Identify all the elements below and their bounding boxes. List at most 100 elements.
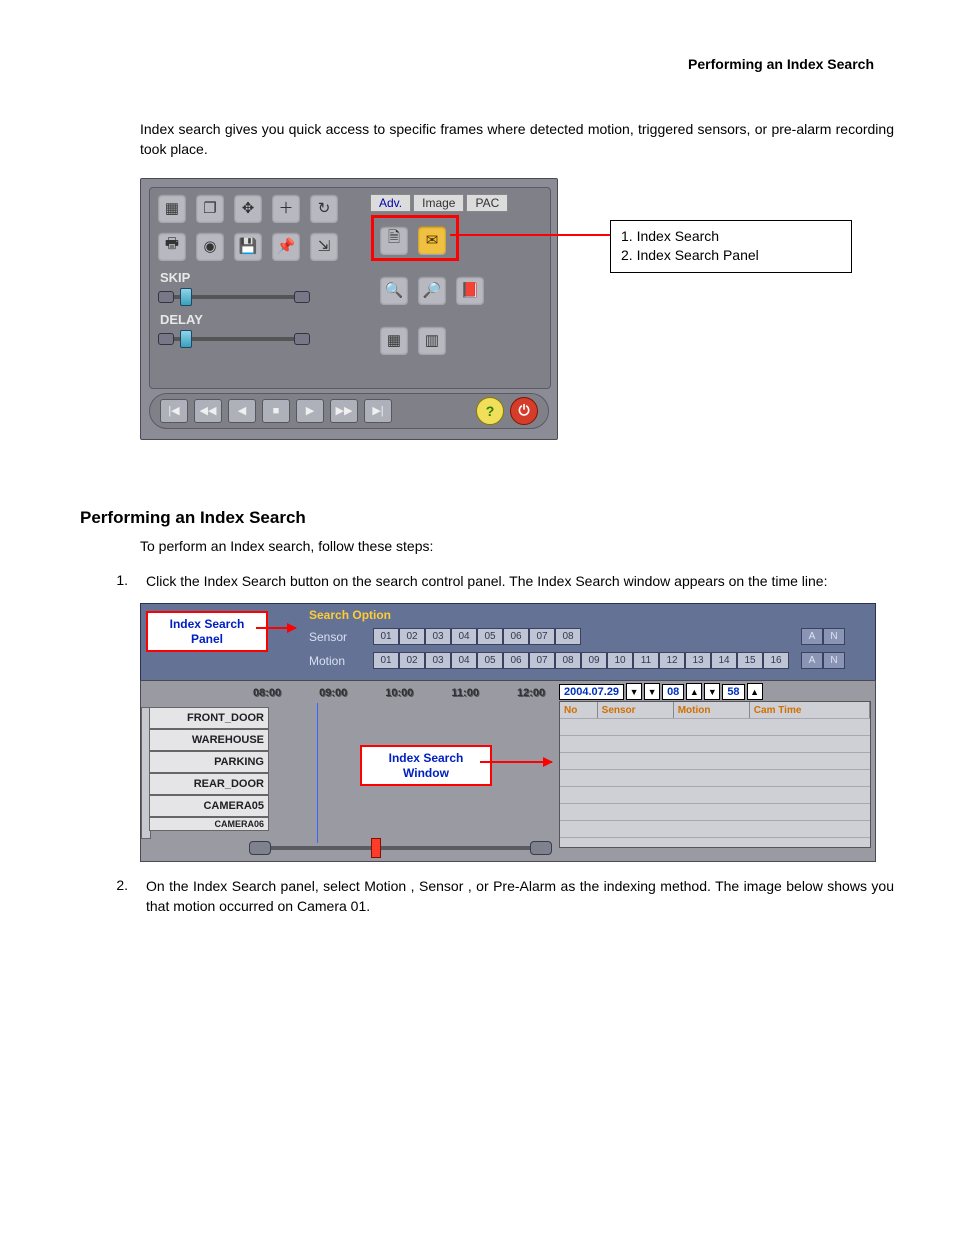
camera-row[interactable]: REAR_DOOR xyxy=(149,773,269,795)
channel-04[interactable]: 04 xyxy=(451,628,477,645)
mode-A[interactable]: A xyxy=(801,652,823,669)
channel-04[interactable]: 04 xyxy=(451,652,477,669)
result-col-cam-time: Cam Time xyxy=(750,702,870,718)
channel-13[interactable]: 13 xyxy=(685,652,711,669)
step-1-num: 1. xyxy=(110,572,128,592)
channel-08[interactable]: 08 xyxy=(555,628,581,645)
skip-slider[interactable] xyxy=(164,292,304,302)
channel-02[interactable]: 02 xyxy=(399,652,425,669)
inner-panel: Adv. Image PAC ▦❐✥＋↻ 🖶◉💾📌⇲ 🗎✉ 🔍🔎📕 ▦▥ SKI… xyxy=(149,187,551,389)
result-row xyxy=(560,803,870,820)
intro-text: Index search gives you quick access to s… xyxy=(80,119,894,160)
power-button[interactable]: ⏻ xyxy=(510,397,538,425)
book-icon[interactable]: 📕 xyxy=(456,276,484,304)
channel-15[interactable]: 15 xyxy=(737,652,763,669)
channel-11[interactable]: 11 xyxy=(633,652,659,669)
date-control[interactable]: 2004.07.29 ▼ ▼ 08 ▲ ▼ 58 ▲ xyxy=(559,683,763,700)
figure-1: Adv. Image PAC ▦❐✥＋↻ 🖶◉💾📌⇲ 🗎✉ 🔍🔎📕 ▦▥ SKI… xyxy=(140,178,894,448)
result-col-no: No xyxy=(560,702,598,718)
grid-icon[interactable]: ▦ xyxy=(158,194,186,222)
calrange-icon[interactable]: ▥ xyxy=(418,326,446,354)
result-panel: NoSensorMotionCam Time xyxy=(559,701,871,848)
zoomout-icon[interactable]: 🔎 xyxy=(418,276,446,304)
date-down-icon[interactable]: ▼ xyxy=(626,683,642,700)
result-header: NoSensorMotionCam Time xyxy=(560,702,870,718)
plus-icon[interactable]: ＋ xyxy=(272,194,300,222)
channel-10[interactable]: 10 xyxy=(607,652,633,669)
time-label: 10:00 xyxy=(385,687,413,703)
pin-icon[interactable]: 📌 xyxy=(272,232,300,260)
playback-last[interactable]: ▶| xyxy=(364,399,392,423)
camera-row[interactable]: PARKING xyxy=(149,751,269,773)
channel-06[interactable]: 06 xyxy=(503,652,529,669)
zoomin-icon[interactable]: 🔍 xyxy=(380,276,408,304)
channel-03[interactable]: 03 xyxy=(425,628,451,645)
min-down-icon[interactable]: ▼ xyxy=(704,683,720,700)
channel-01[interactable]: 01 xyxy=(373,628,399,645)
hour-down-icon[interactable]: ▼ xyxy=(644,683,660,700)
page-header-title: Performing an Index Search xyxy=(688,56,874,72)
help-button[interactable]: ? xyxy=(476,397,504,425)
result-row xyxy=(560,786,870,803)
export-icon[interactable]: ⇲ xyxy=(310,232,338,260)
channel-02[interactable]: 02 xyxy=(399,628,425,645)
tab-image[interactable]: Image xyxy=(413,194,464,212)
mode-A[interactable]: A xyxy=(801,628,823,645)
channel-14[interactable]: 14 xyxy=(711,652,737,669)
playback-stop[interactable]: ■ xyxy=(262,399,290,423)
save-icon[interactable]: 💾 xyxy=(234,232,262,260)
callout-box: 1. Index Search 2. Index Search Panel xyxy=(610,220,852,273)
min-up-icon[interactable]: ▲ xyxy=(747,683,763,700)
multi-icon[interactable]: ❐ xyxy=(196,194,224,222)
blue-play-cursor xyxy=(317,703,318,843)
result-row xyxy=(560,718,870,735)
cal-icon[interactable]: ▦ xyxy=(380,326,408,354)
channel-16[interactable]: 16 xyxy=(763,652,789,669)
playback-play[interactable]: ▶ xyxy=(296,399,324,423)
playback-first[interactable]: |◀ xyxy=(160,399,188,423)
channel-07[interactable]: 07 xyxy=(529,628,555,645)
channel-05[interactable]: 05 xyxy=(477,652,503,669)
channel-09[interactable]: 09 xyxy=(581,652,607,669)
tab-adv[interactable]: Adv. xyxy=(370,194,411,212)
camera-list: FRONT_DOORWAREHOUSEPARKINGREAR_DOORCAMER… xyxy=(149,707,269,831)
camera-row[interactable]: CAMERA05 xyxy=(149,795,269,817)
timeline-slider[interactable] xyxy=(253,841,548,855)
index-search-window-label: Index Search Window xyxy=(360,745,492,786)
date-value: 2004.07.29 xyxy=(559,684,624,700)
mode-N[interactable]: N xyxy=(823,652,845,669)
figure-2: Search Option Sensor Motion 010203040506… xyxy=(140,603,874,863)
tab-pac[interactable]: PAC xyxy=(466,194,508,212)
hour-up-icon[interactable]: ▲ xyxy=(686,683,702,700)
audio-icon[interactable]: ◉ xyxy=(196,232,224,260)
gear-icon[interactable]: ✥ xyxy=(234,194,262,222)
delay-slider[interactable] xyxy=(164,334,304,344)
playback-rew[interactable]: ◀ xyxy=(228,399,256,423)
result-row xyxy=(560,769,870,786)
channel-05[interactable]: 05 xyxy=(477,628,503,645)
channel-07[interactable]: 07 xyxy=(529,652,555,669)
time-label: 12:00 xyxy=(517,687,545,703)
step-1: 1. Click the Index Search button on the … xyxy=(110,572,894,592)
section-heading: Performing an Index Search xyxy=(80,508,894,528)
index-search-highlight xyxy=(371,215,459,261)
channel-12[interactable]: 12 xyxy=(659,652,685,669)
result-col-sensor: Sensor xyxy=(598,702,674,718)
time-label: 08:00 xyxy=(253,687,281,703)
refresh-icon[interactable]: ↻ xyxy=(310,194,338,222)
channel-08[interactable]: 08 xyxy=(555,652,581,669)
channel-06[interactable]: 06 xyxy=(503,628,529,645)
index-search-panel-label: Index Search Panel xyxy=(146,611,268,652)
callout-line-2: 2. Index Search Panel xyxy=(621,246,841,266)
camera-row[interactable]: WAREHOUSE xyxy=(149,729,269,751)
mode-N[interactable]: N xyxy=(823,628,845,645)
channel-01[interactable]: 01 xyxy=(373,652,399,669)
playback-prev[interactable]: ◀◀ xyxy=(194,399,222,423)
camera-row[interactable]: FRONT_DOOR xyxy=(149,707,269,729)
print-icon[interactable]: 🖶 xyxy=(158,232,186,260)
step-1-text: Click the Index Search button on the sea… xyxy=(146,572,894,592)
camera-row[interactable]: CAMERA06 xyxy=(149,817,269,831)
callout-line-1: 1. Index Search xyxy=(621,227,841,247)
channel-03[interactable]: 03 xyxy=(425,652,451,669)
playback-next[interactable]: ▶▶ xyxy=(330,399,358,423)
